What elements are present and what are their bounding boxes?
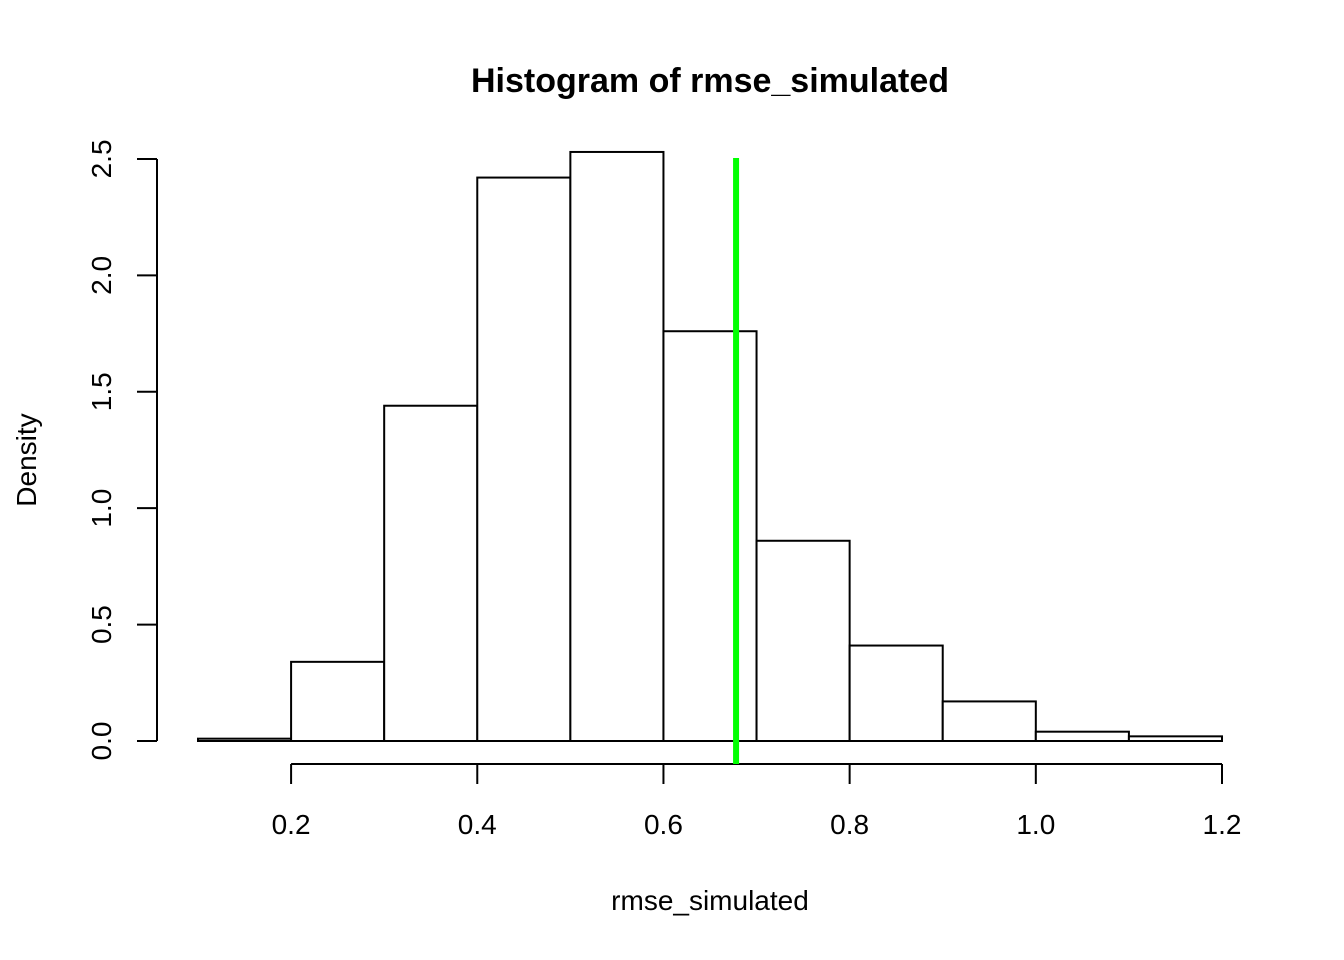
y-tick-label: 0.0 xyxy=(86,722,117,761)
x-tick-label: 0.6 xyxy=(644,809,683,840)
chart-title: Histogram of rmse_simulated xyxy=(471,62,949,100)
x-axis: 0.2 0.4 0.6 0.8 1.0 1.2 xyxy=(272,763,1242,840)
histogram-bar-4 xyxy=(569,150,665,742)
histogram-bar-1 xyxy=(290,660,386,743)
y-tick-label: 0.5 xyxy=(86,605,117,644)
x-tick-label: 1.0 xyxy=(1016,809,1055,840)
histogram-bar-0 xyxy=(197,737,293,742)
x-tick-label: 1.2 xyxy=(1203,809,1242,840)
x-axis-label: rmse_simulated xyxy=(611,885,809,916)
histogram-bar-9 xyxy=(1034,730,1130,742)
histogram-bar-6 xyxy=(755,539,851,742)
y-tick-label: 1.0 xyxy=(86,489,117,528)
x-tick-label: 0.2 xyxy=(272,809,311,840)
x-tick-label: 0.4 xyxy=(458,809,497,840)
histogram-bars xyxy=(197,150,1223,743)
histogram-bar-10 xyxy=(1127,735,1223,742)
y-tick-label: 2.0 xyxy=(86,256,117,295)
y-tick-label: 1.5 xyxy=(86,372,117,411)
histogram-bar-2 xyxy=(383,404,479,742)
y-axis-label: Density xyxy=(11,413,42,506)
y-axis: 0.0 0.5 1.0 1.5 2.0 2.5 xyxy=(86,139,158,761)
histogram-bar-3 xyxy=(476,176,572,742)
histogram-bar-7 xyxy=(848,644,944,743)
y-tick-label: 2.5 xyxy=(86,139,117,178)
histogram-bar-5 xyxy=(662,330,758,742)
x-tick-label: 0.8 xyxy=(830,809,869,840)
histogram-bar-8 xyxy=(941,700,1037,743)
